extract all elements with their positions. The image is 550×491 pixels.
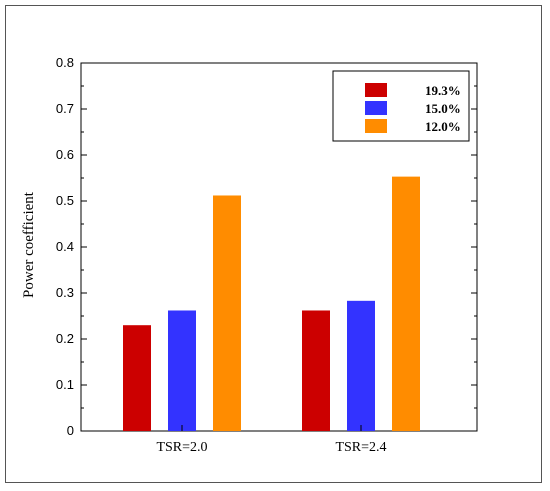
bar — [168, 310, 196, 431]
y-tick-label: 0.2 — [56, 331, 74, 346]
legend-swatch — [365, 101, 387, 115]
legend-swatch — [365, 119, 387, 133]
bar — [213, 195, 241, 431]
x-tick-label: TSR=2.0 — [156, 440, 207, 455]
plot-area: 0 0.1 0.2 0.3 0.4 0.5 0.6 0.7 0.8 TSR=2.0 TSR=2.4 1… — [56, 55, 478, 455]
y-tick-label: 0 — [67, 423, 74, 438]
y-axis-title: Power coefficient — [21, 191, 37, 298]
bar — [347, 300, 375, 431]
y-tick-label: 0.6 — [56, 147, 74, 162]
bar — [123, 325, 151, 431]
legend-label: 12.0% — [425, 119, 461, 134]
bar — [392, 176, 420, 431]
x-tick-label: TSR=2.4 — [335, 440, 386, 455]
legend-box — [332, 70, 470, 142]
legend-label: 15.0% — [425, 101, 461, 116]
y-tick-label: 0.8 — [56, 55, 74, 70]
y-tick-label: 0.3 — [56, 285, 74, 300]
y-tick-label: 0.1 — [56, 377, 74, 392]
bar — [302, 310, 330, 431]
legend-swatch — [365, 83, 387, 97]
legend-label: 19.3% — [425, 83, 461, 98]
y-tick-label: 0.7 — [56, 101, 74, 116]
y-tick-label: 0.4 — [56, 239, 74, 254]
y-tick-label: 0.5 — [56, 193, 74, 208]
